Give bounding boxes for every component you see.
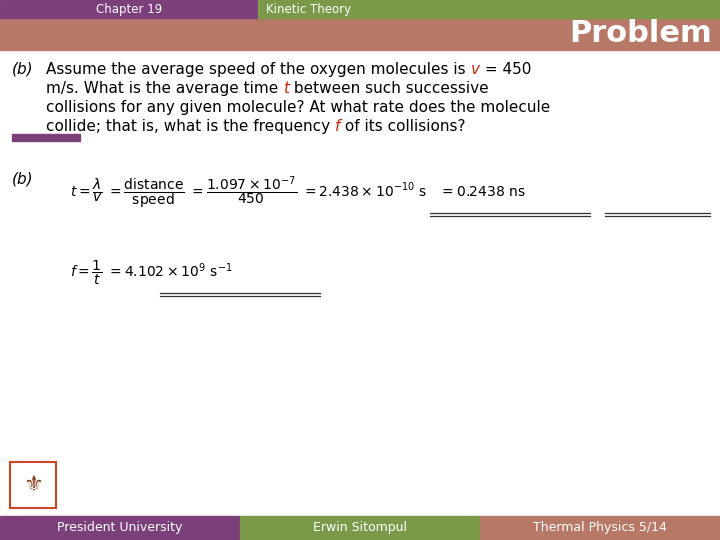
- Text: Problem: Problem: [570, 19, 712, 49]
- Text: Kinetic Theory: Kinetic Theory: [266, 3, 351, 16]
- Bar: [0, 18, 720, 50]
- Text: Erwin Sitompul: Erwin Sitompul: [313, 522, 407, 535]
- Text: t: t: [283, 81, 289, 96]
- Text: f: f: [335, 119, 341, 134]
- Text: Assume the average speed of the oxygen molecules is: Assume the average speed of the oxygen m…: [46, 62, 470, 77]
- Bar: [10, 462, 56, 508]
- Text: between such successive: between such successive: [289, 81, 489, 96]
- Text: $f = \dfrac{1}{t} \ = 4.102 \times 10^{9}\ \mathrm{s}^{-1}$: $f = \dfrac{1}{t} \ = 4.102 \times 10^{9…: [70, 259, 233, 287]
- Text: Thermal Physics 5/14: Thermal Physics 5/14: [533, 522, 667, 535]
- Text: m/s. What is the average time: m/s. What is the average time: [46, 81, 283, 96]
- Text: President University: President University: [58, 522, 183, 535]
- Text: v: v: [470, 62, 480, 77]
- Text: (b): (b): [12, 62, 34, 77]
- Bar: [12, 134, 80, 141]
- Text: of its collisions?: of its collisions?: [341, 119, 466, 134]
- Text: (b): (b): [12, 171, 34, 186]
- Text: collisions for any given molecule? At what rate does the molecule: collisions for any given molecule? At wh…: [46, 100, 550, 115]
- Text: Chapter 19: Chapter 19: [96, 3, 162, 16]
- Text: $t = \dfrac{\lambda}{v} \ = \dfrac{\mathrm{distance}}{\mathrm{speed}} \ = \dfrac: $t = \dfrac{\lambda}{v} \ = \dfrac{\math…: [70, 174, 526, 212]
- Bar: [0, 0, 258, 18]
- Bar: [0, 516, 240, 540]
- Bar: [480, 516, 720, 540]
- Text: ⚜: ⚜: [23, 475, 43, 495]
- Bar: [258, 0, 720, 18]
- Text: = 450: = 450: [480, 62, 531, 77]
- Text: collide; that is, what is the frequency: collide; that is, what is the frequency: [46, 119, 335, 134]
- Bar: [240, 516, 480, 540]
